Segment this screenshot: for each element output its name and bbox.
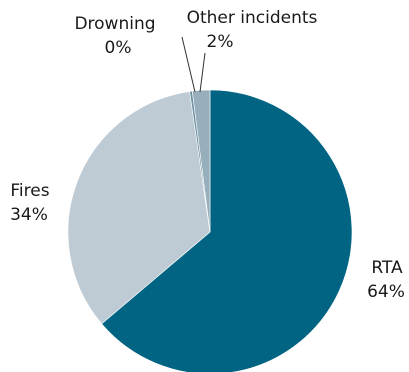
slice-value-other-incidents: 2% (207, 32, 234, 52)
pie-slice-rta (101, 89, 353, 372)
slice-label-drowning: Drowning (74, 14, 155, 34)
leader-line-other-incidents (199, 52, 206, 93)
slice-label-other-incidents: Other incidents (187, 8, 318, 28)
slice-value-drowning: 0% (105, 38, 132, 58)
slice-label-fires: Fires (10, 181, 49, 201)
pie-slices (67, 89, 353, 372)
pie-slice-fires (67, 91, 211, 325)
slice-value-fires: 34% (10, 205, 48, 225)
slice-labels: Drowning 0% Other incidents 2% Fires 34%… (10, 8, 405, 302)
pie-slice-other-incidents (191, 89, 211, 233)
leader-line-drowning (181, 36, 196, 93)
slice-label-rta: RTA (371, 258, 403, 278)
slice-value-rta: 64% (367, 282, 405, 302)
leader-lines (181, 36, 206, 93)
